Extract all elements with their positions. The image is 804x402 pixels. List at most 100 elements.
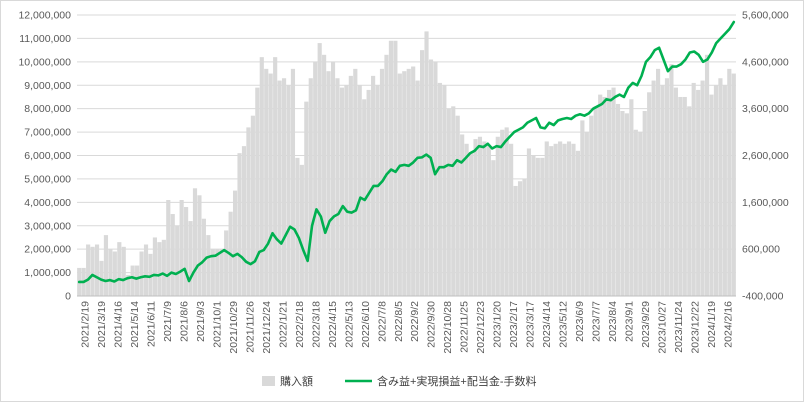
right-axis-tick-label: 4,600,000 — [742, 56, 789, 68]
bar — [322, 54, 327, 296]
bar — [206, 235, 211, 296]
left-axis-tick-label: 10,000,000 — [18, 56, 71, 68]
bar — [86, 244, 91, 296]
x-axis-tick-label: 2022/9/30 — [426, 301, 438, 348]
bar — [704, 54, 710, 296]
x-axis-tick-label: 2021/3/19 — [96, 301, 108, 348]
bar — [455, 115, 460, 296]
right-axis-tick-label: 3,600,000 — [742, 103, 789, 115]
bar — [330, 61, 336, 297]
x-axis: 2021/2/19 2021/3/19 2021/4/16 2021/5/14 2021… — [77, 295, 736, 354]
x-axis-tick-label: 2023/9/29 — [640, 301, 652, 348]
bar — [224, 230, 229, 296]
bar — [633, 129, 638, 296]
bar — [250, 115, 255, 296]
x-axis-tick-label: 2022/2/18 — [294, 301, 306, 348]
bar — [299, 164, 304, 296]
bar — [117, 242, 122, 296]
bar — [433, 61, 438, 297]
bar — [362, 99, 367, 296]
left-axis-tick-label: 12,000,000 — [18, 10, 71, 22]
bar — [460, 134, 465, 296]
bar — [348, 75, 353, 296]
bar — [584, 132, 589, 296]
left-axis-tick-label: 9,000,000 — [24, 80, 71, 92]
x-axis-tick-label: 2021/12/24 — [261, 301, 273, 354]
x-axis-tick-label: 2023/7/7 — [590, 301, 602, 342]
bar — [718, 78, 723, 296]
bar — [464, 143, 469, 296]
x-axis-tick-label: 2022/11/25 — [459, 301, 471, 353]
bar — [575, 150, 581, 296]
bar — [709, 94, 714, 296]
bar — [615, 103, 621, 296]
bar — [562, 143, 567, 296]
x-axis-tick-label: 2023/11/24 — [673, 301, 685, 353]
bar — [509, 143, 514, 296]
bar — [428, 59, 434, 296]
bar — [166, 199, 171, 296]
bar — [135, 265, 140, 296]
bar — [660, 85, 665, 296]
bar — [589, 115, 594, 296]
x-axis-tick-label: 2022/12/23 — [475, 301, 487, 354]
legend-label-bars: 購入額 — [280, 374, 313, 388]
bar — [353, 68, 358, 296]
bar — [246, 127, 251, 297]
x-axis-tick-label: 2023/8/4 — [607, 301, 619, 342]
bar — [700, 80, 705, 296]
bar — [678, 96, 683, 296]
bar — [411, 66, 416, 297]
bar — [638, 132, 643, 296]
bar — [477, 136, 483, 296]
bar — [558, 141, 563, 296]
bar — [264, 68, 269, 296]
x-axis-tick-label: 2023/6/9 — [574, 301, 586, 342]
x-axis-tick-label: 2023/10/27 — [656, 301, 668, 354]
left-axis-tick-label: 4,000,000 — [24, 197, 71, 209]
bar — [727, 68, 732, 296]
bar — [201, 218, 206, 296]
legend-label-line: 含み益+実現損益+配当金-手数料 — [377, 374, 537, 388]
x-axis-tick-label: 2021/7/9 — [162, 301, 174, 342]
bar — [308, 78, 313, 296]
bar — [277, 80, 282, 296]
bar — [143, 244, 149, 296]
x-axis-tick-label: 2022/10/28 — [442, 301, 454, 354]
bar — [295, 157, 300, 296]
bar — [424, 31, 429, 297]
bar — [94, 244, 100, 296]
bar — [540, 157, 545, 296]
bar — [486, 146, 491, 296]
left-axis: 0 1,000,000 2,000,000 3,000,000 4,000,000 5,0… — [18, 10, 71, 303]
bar — [188, 221, 193, 296]
right-axis: -400,000 600,000 1,600,000 2,600,000 3,600,0… — [742, 10, 789, 303]
bar — [210, 249, 215, 296]
left-axis-tick-label: 7,000,000 — [24, 127, 71, 139]
legend: 購入額 含み益+実現損益+配当金-手数料 — [262, 374, 537, 388]
left-axis-tick-label: 3,000,000 — [24, 220, 71, 232]
bar — [130, 265, 135, 296]
bar — [446, 108, 451, 297]
bar — [696, 89, 701, 296]
bar — [482, 141, 487, 296]
x-axis-tick-label: 2022/5/13 — [343, 301, 355, 348]
bar — [179, 199, 184, 296]
bar — [184, 207, 189, 296]
bar — [420, 50, 425, 296]
x-axis-tick-label: 2021/2/19 — [80, 301, 92, 348]
bar — [607, 89, 612, 296]
bar — [731, 73, 736, 297]
bar — [669, 64, 674, 296]
line-series — [77, 20, 736, 284]
bar — [241, 146, 247, 296]
bar — [571, 143, 576, 296]
bar — [157, 242, 162, 296]
right-axis-tick-label: -400,000 — [742, 291, 784, 303]
bar — [215, 249, 220, 296]
bar — [549, 146, 554, 296]
bar — [664, 78, 670, 296]
bar — [531, 155, 536, 296]
bar — [651, 80, 656, 296]
